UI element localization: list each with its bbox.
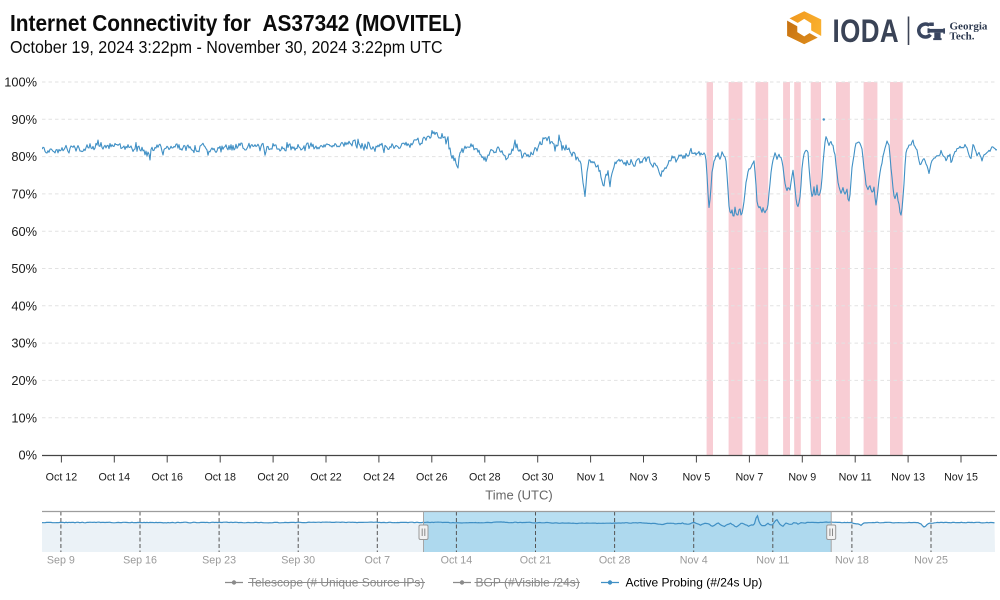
- svg-text:30%: 30%: [11, 336, 37, 351]
- svg-text:0%: 0%: [19, 448, 38, 463]
- svg-text:Oct 18: Oct 18: [204, 472, 236, 484]
- svg-text:Nov 25: Nov 25: [914, 555, 948, 567]
- svg-text:Nov 11: Nov 11: [756, 555, 789, 567]
- svg-text:100%: 100%: [4, 75, 37, 90]
- svg-text:Nov 4: Nov 4: [680, 555, 708, 567]
- svg-text:40%: 40%: [11, 298, 37, 313]
- svg-text:Nov 1: Nov 1: [577, 472, 605, 484]
- svg-text:Internet Connectivity for AS3: Internet Connectivity for AS37342 (MOVIT…: [10, 10, 462, 36]
- svg-text:Sep 9: Sep 9: [47, 555, 75, 567]
- svg-text:Oct 24: Oct 24: [363, 472, 395, 484]
- svg-text:Oct 20: Oct 20: [257, 472, 289, 484]
- svg-text:Oct 12: Oct 12: [46, 472, 78, 484]
- svg-text:Sep 30: Sep 30: [281, 555, 315, 567]
- svg-text:Time (UTC): Time (UTC): [485, 488, 552, 503]
- svg-text:Oct 26: Oct 26: [416, 472, 448, 484]
- svg-text:Oct 16: Oct 16: [151, 472, 183, 484]
- svg-text:IODA: IODA: [833, 13, 900, 49]
- svg-text:70%: 70%: [11, 187, 37, 202]
- svg-text:Georgia: Georgia: [950, 21, 988, 33]
- svg-text:Tech.: Tech.: [950, 31, 975, 43]
- svg-text:60%: 60%: [11, 224, 37, 239]
- svg-text:Oct 14: Oct 14: [99, 472, 131, 484]
- svg-text:Nov 18: Nov 18: [835, 555, 869, 567]
- svg-text:Nov 11: Nov 11: [839, 472, 872, 484]
- svg-text:Nov 3: Nov 3: [630, 472, 658, 484]
- svg-text:Oct 21: Oct 21: [520, 555, 552, 567]
- svg-text:Nov 13: Nov 13: [891, 472, 925, 484]
- svg-text:Oct 7: Oct 7: [365, 555, 391, 567]
- svg-text:10%: 10%: [11, 410, 37, 425]
- svg-text:Nov 5: Nov 5: [682, 472, 710, 484]
- svg-text:Nov 7: Nov 7: [735, 472, 763, 484]
- svg-text:Oct 30: Oct 30: [522, 472, 554, 484]
- svg-text:Active Probing (#/24s Up): Active Probing (#/24s Up): [626, 576, 763, 590]
- svg-text:Oct 28: Oct 28: [599, 555, 631, 567]
- svg-text:90%: 90%: [11, 112, 37, 127]
- svg-text:October 19, 2024 3:22pm - Nove: October 19, 2024 3:22pm - November 30, 2…: [10, 37, 443, 57]
- svg-text:Oct 28: Oct 28: [469, 472, 501, 484]
- svg-text:Oct 14: Oct 14: [441, 555, 473, 567]
- svg-text:Sep 23: Sep 23: [202, 555, 236, 567]
- svg-text:50%: 50%: [11, 261, 37, 276]
- svg-text:Sep 16: Sep 16: [123, 555, 157, 567]
- svg-text:Nov 9: Nov 9: [788, 472, 816, 484]
- svg-text:Oct 22: Oct 22: [310, 472, 342, 484]
- svg-text:20%: 20%: [11, 373, 37, 388]
- svg-text:80%: 80%: [11, 149, 37, 164]
- svg-text:Nov 15: Nov 15: [944, 472, 978, 484]
